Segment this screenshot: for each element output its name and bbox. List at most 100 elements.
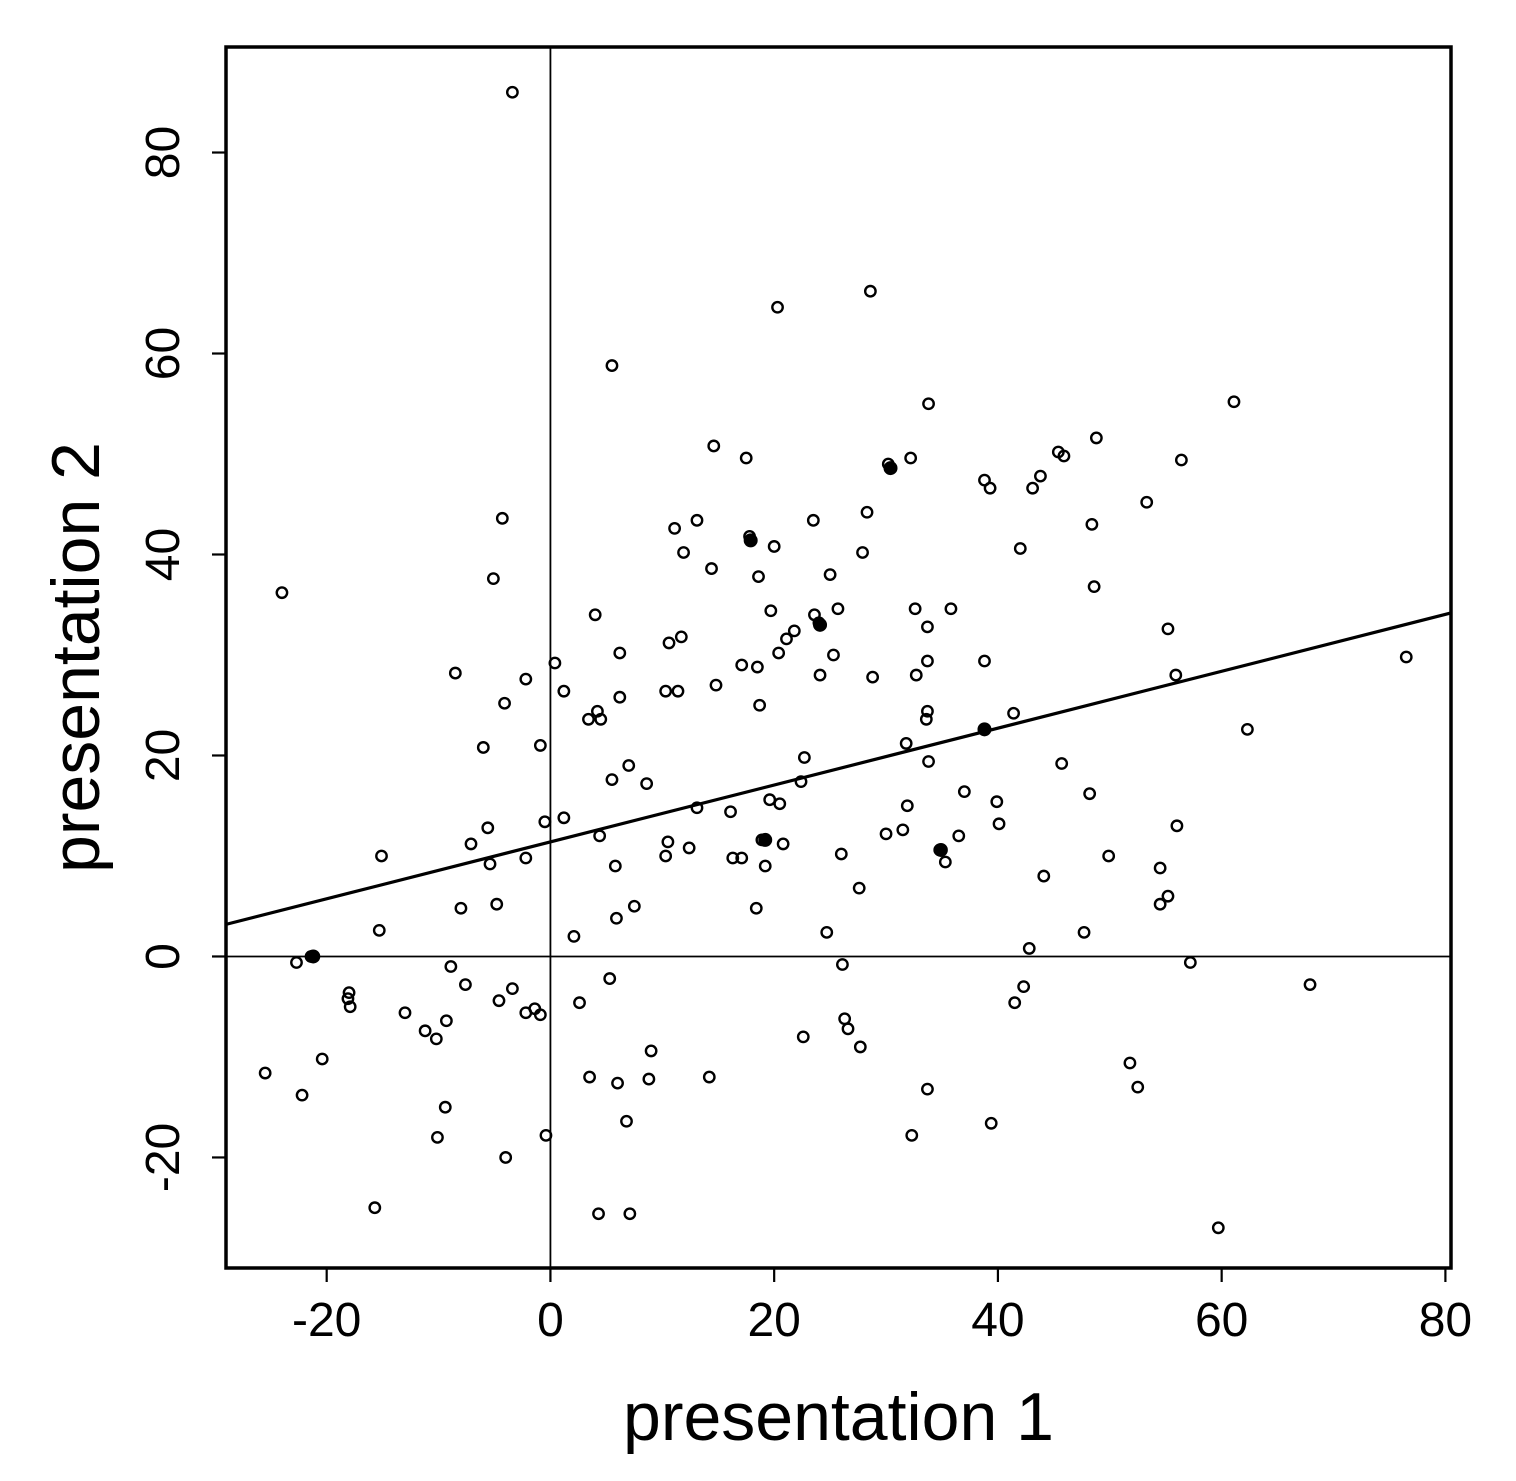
data-point: [922, 397, 935, 411]
data-point: [583, 1070, 596, 1084]
data-point: [315, 1052, 329, 1066]
data-point: [690, 513, 704, 527]
data-point: [623, 1207, 637, 1221]
data-point: [1057, 449, 1071, 463]
data-point: [438, 1100, 452, 1114]
data-point: [642, 1072, 656, 1086]
data-point: [1153, 861, 1167, 875]
data-point: [879, 827, 893, 841]
data-point: [764, 604, 778, 618]
data-points: [258, 85, 1413, 1235]
data-point: [1055, 757, 1069, 770]
data-point: [758, 859, 772, 873]
data-point: [1007, 706, 1020, 720]
data-point: [724, 805, 737, 819]
data-point: [776, 837, 790, 851]
y-tick-label: 40: [137, 528, 190, 581]
data-point: [290, 956, 303, 969]
data-point: [1013, 542, 1027, 555]
data-point: [659, 684, 673, 698]
y-tick-label: 60: [137, 327, 190, 380]
data-point: [1131, 1080, 1145, 1094]
data-point: [1083, 787, 1097, 801]
x-tick-label: 40: [971, 1294, 1024, 1347]
data-point: [990, 795, 1004, 809]
data-point: [752, 570, 765, 584]
data-point: [538, 815, 552, 829]
data-point: [611, 1076, 624, 1090]
data-point: [454, 901, 468, 915]
data-point: [258, 1066, 272, 1080]
data-point: [921, 620, 934, 634]
data-point: [483, 857, 497, 871]
data-point: [582, 712, 595, 726]
data-point: [557, 811, 571, 825]
data-point: [644, 1044, 658, 1058]
data-point: [627, 899, 641, 913]
data-point: [605, 773, 619, 786]
data-point: [492, 994, 506, 1008]
x-tick-label: 0: [537, 1294, 564, 1347]
data-point: [944, 602, 958, 616]
data-point: [896, 823, 910, 837]
y-axis-title: presentation 2: [38, 442, 114, 873]
data-point: [372, 923, 386, 937]
y-axis: -20 0 20 40 60 80: [137, 126, 228, 1192]
data-point: [978, 654, 991, 668]
data-point: [1085, 517, 1099, 531]
data-point: [794, 775, 808, 789]
data-point: [938, 855, 952, 869]
data-point: [1140, 495, 1154, 509]
data-point: [905, 1128, 919, 1142]
data-point: [831, 602, 845, 616]
data-point: [900, 799, 914, 813]
data-point: [343, 1000, 357, 1014]
data-point: [838, 1012, 852, 1026]
data-point: [1399, 650, 1413, 664]
x-axis-title: presentation 1: [623, 1379, 1054, 1455]
data-point: [750, 660, 764, 674]
data-point: [1161, 889, 1175, 903]
data-point: [674, 630, 688, 644]
data-point: [749, 901, 763, 915]
data-point: [780, 632, 793, 646]
data-point-overlap: [883, 461, 898, 476]
data-point-overlap: [743, 533, 758, 548]
data-point: [952, 829, 966, 843]
x-tick-label: 60: [1195, 1294, 1248, 1347]
data-point: [588, 608, 602, 622]
data-point: [610, 911, 623, 925]
data-point: [899, 737, 913, 750]
data-point: [1169, 668, 1183, 682]
data-point: [908, 602, 922, 616]
data-point: [763, 793, 777, 807]
data-point: [622, 759, 636, 772]
data-point: [659, 849, 673, 863]
data-point: [682, 841, 696, 855]
data-point: [726, 851, 740, 865]
data-point: [813, 668, 827, 682]
data-point: [1170, 819, 1184, 833]
data-point: [1227, 395, 1241, 409]
data-point: [707, 439, 721, 453]
data-point: [557, 684, 571, 698]
data-point: [1034, 469, 1047, 483]
x-axis: -20 0 20 40 60 80: [292, 1266, 1472, 1347]
data-point: [690, 801, 704, 815]
data-point: [368, 1201, 382, 1215]
x-tick-label: -20: [292, 1294, 361, 1347]
data-point: [1026, 481, 1039, 495]
data-point: [439, 1014, 453, 1028]
data-point: [342, 986, 356, 1000]
data-point: [767, 540, 781, 553]
data-point: [772, 646, 786, 660]
data-point: [771, 300, 784, 314]
data-point: [922, 755, 935, 768]
x-tick-label: 20: [747, 1294, 800, 1347]
data-point: [1008, 996, 1022, 1010]
y-tick-label: 0: [137, 943, 190, 970]
data-point: [594, 712, 608, 726]
data-point: [448, 666, 462, 680]
data-point: [431, 1130, 444, 1144]
